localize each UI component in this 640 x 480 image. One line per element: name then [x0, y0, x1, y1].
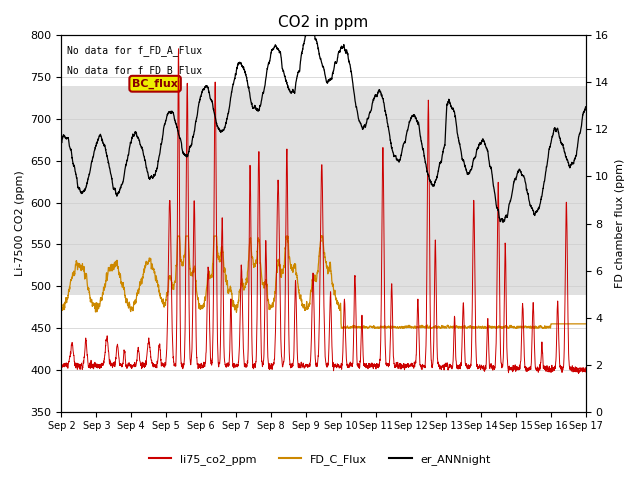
Text: BC_flux: BC_flux — [132, 79, 178, 89]
Text: No data for f_FD_B_Flux: No data for f_FD_B_Flux — [67, 65, 202, 76]
Title: CO2 in ppm: CO2 in ppm — [278, 15, 369, 30]
Bar — [61, 85, 586, 295]
Y-axis label: FD chamber flux (ppm): FD chamber flux (ppm) — [615, 159, 625, 288]
Y-axis label: Li-7500 CO2 (ppm): Li-7500 CO2 (ppm) — [15, 170, 25, 276]
Text: No data for f_FD_A_Flux: No data for f_FD_A_Flux — [67, 45, 202, 56]
Legend: li75_co2_ppm, FD_C_Flux, er_ANNnight: li75_co2_ppm, FD_C_Flux, er_ANNnight — [145, 450, 495, 469]
